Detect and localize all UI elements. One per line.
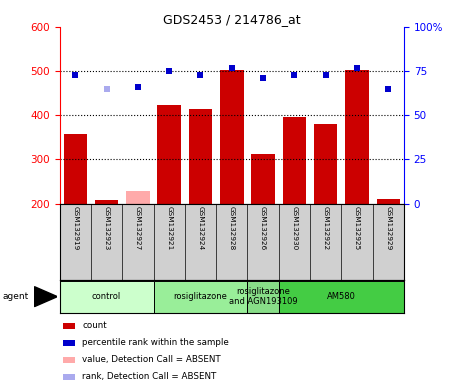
- Text: AM580: AM580: [327, 292, 356, 301]
- Point: [103, 86, 110, 92]
- Text: GSM132930: GSM132930: [291, 206, 297, 250]
- Bar: [314, 124, 337, 204]
- Text: GSM132927: GSM132927: [135, 206, 141, 250]
- Bar: [95, 200, 118, 204]
- Point: [291, 71, 298, 78]
- Bar: [376, 199, 400, 204]
- Bar: [63, 340, 75, 346]
- Bar: [189, 109, 212, 204]
- Bar: [60, 281, 154, 313]
- Point: [228, 65, 235, 71]
- Text: rosiglitazone
and AGN193109: rosiglitazone and AGN193109: [229, 287, 297, 306]
- Point: [72, 71, 79, 78]
- Bar: [63, 374, 75, 380]
- Bar: [63, 323, 75, 329]
- Bar: [154, 281, 247, 313]
- Polygon shape: [34, 286, 57, 306]
- Point: [259, 75, 267, 81]
- Bar: [247, 281, 279, 313]
- Text: count: count: [82, 321, 106, 330]
- Text: GSM132926: GSM132926: [260, 206, 266, 250]
- Bar: [220, 70, 244, 204]
- Text: rosiglitazone: rosiglitazone: [174, 292, 228, 301]
- Text: GSM132919: GSM132919: [73, 206, 78, 250]
- Bar: [345, 70, 369, 204]
- Point: [134, 84, 141, 90]
- Bar: [252, 154, 275, 204]
- Text: value, Detection Call = ABSENT: value, Detection Call = ABSENT: [82, 355, 221, 364]
- Title: GDS2453 / 214786_at: GDS2453 / 214786_at: [163, 13, 301, 26]
- Text: percentile rank within the sample: percentile rank within the sample: [82, 338, 229, 347]
- Text: GSM132929: GSM132929: [385, 206, 391, 250]
- Text: GSM132925: GSM132925: [354, 206, 360, 250]
- Point: [353, 65, 361, 71]
- Text: rank, Detection Call = ABSENT: rank, Detection Call = ABSENT: [82, 372, 217, 381]
- Bar: [63, 357, 75, 362]
- Text: GSM132928: GSM132928: [229, 206, 235, 250]
- Text: GSM132921: GSM132921: [166, 206, 172, 250]
- Text: control: control: [92, 292, 121, 301]
- Text: GSM132924: GSM132924: [197, 206, 203, 250]
- Point: [322, 71, 330, 78]
- Bar: [64, 134, 87, 204]
- Point: [166, 68, 173, 74]
- Text: GSM132923: GSM132923: [104, 206, 110, 250]
- Text: agent: agent: [2, 292, 28, 301]
- Text: GSM132922: GSM132922: [323, 206, 329, 250]
- Bar: [279, 281, 404, 313]
- Bar: [157, 106, 181, 204]
- Point: [197, 71, 204, 78]
- Bar: [126, 191, 150, 204]
- Bar: [283, 117, 306, 204]
- Point: [385, 86, 392, 92]
